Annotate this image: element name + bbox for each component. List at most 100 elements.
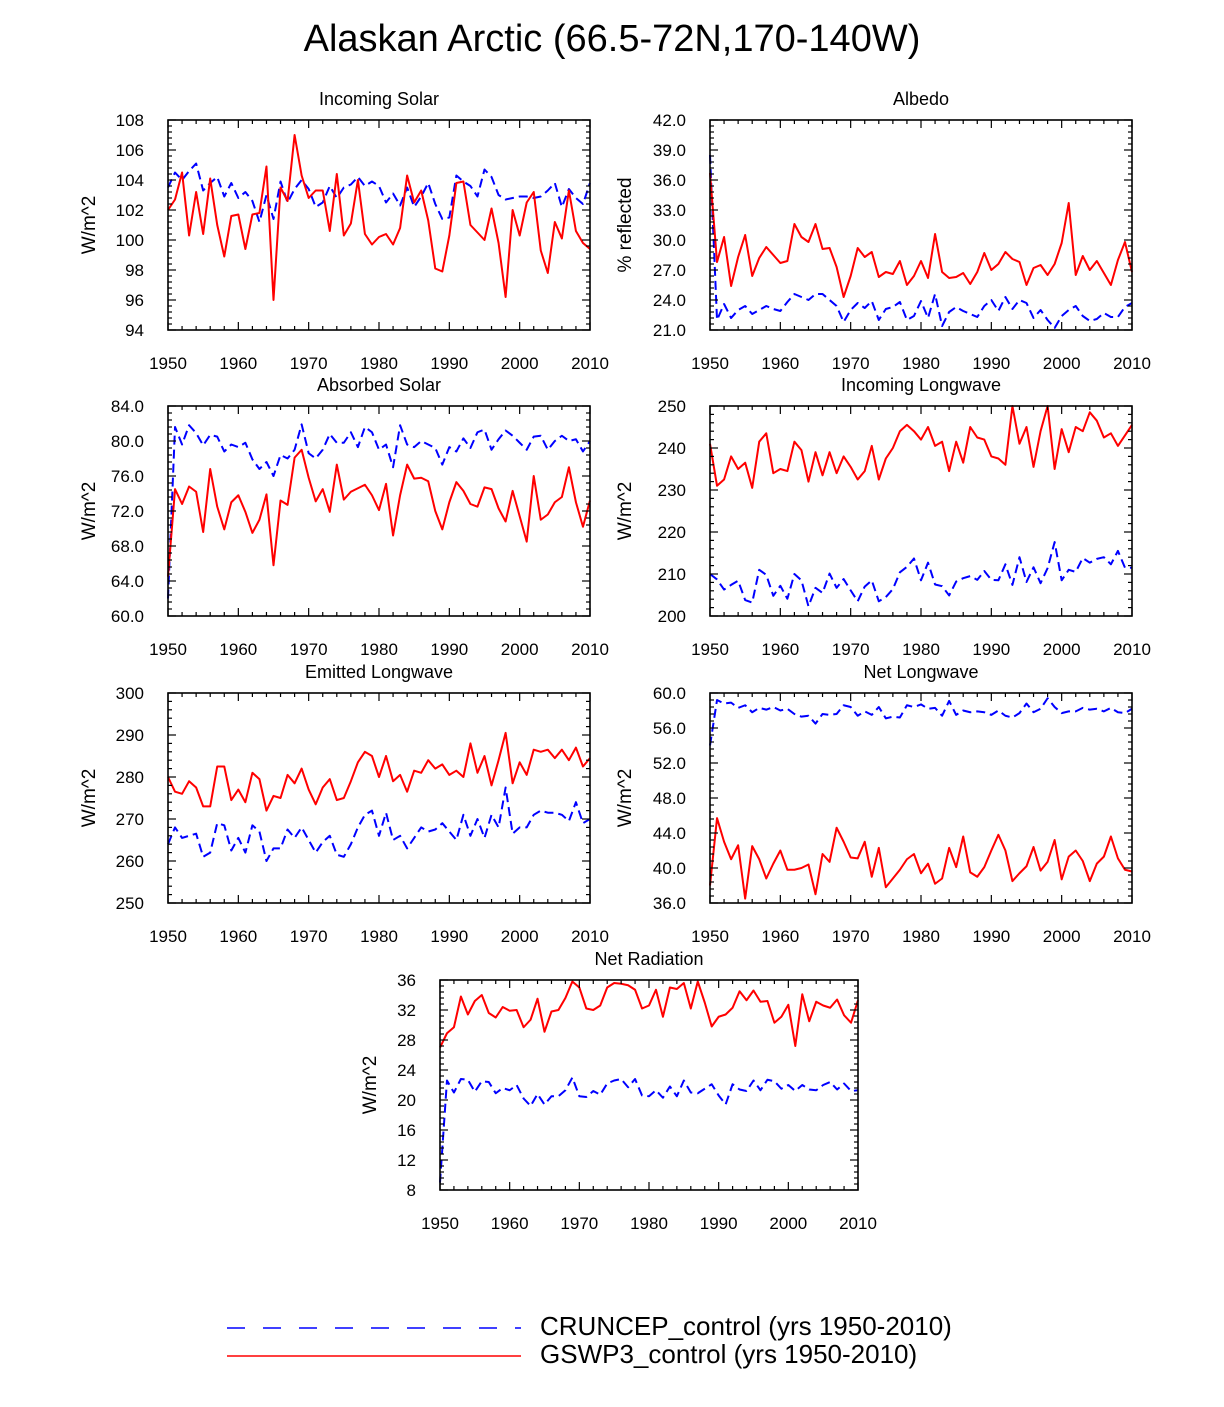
y-tick-label-albedo: 30.0: [653, 231, 686, 250]
x-tick-label-net-longwave: 1950: [691, 927, 729, 946]
x-tick-label-absorbed-solar: 1990: [430, 640, 468, 659]
panel-title-albedo: Albedo: [893, 89, 949, 109]
series-gswp3-control-absorbed-solar: [167, 448, 591, 577]
panel-title-emitted-longwave: Emitted Longwave: [305, 662, 453, 682]
x-tick-label-emitted-longwave: 1970: [290, 927, 328, 946]
y-tick-label-incoming-solar: 106: [116, 141, 144, 160]
x-tick-label-net-longwave: 2010: [1113, 927, 1151, 946]
x-tick-label-net-radiation: 1950: [421, 1214, 459, 1233]
y-tick-label-incoming-solar: 100: [116, 231, 144, 250]
legend-label-gswp3: GSWP3_control (yrs 1950-2010): [540, 1339, 918, 1369]
x-tick-label-albedo: 2000: [1043, 354, 1081, 373]
y-tick-label-net-longwave: 56.0: [653, 719, 686, 738]
panel-title-incoming-longwave: Incoming Longwave: [841, 375, 1001, 395]
y-tick-label-emitted-longwave: 280: [116, 768, 144, 787]
legend-swatch-cruncep: [227, 1327, 521, 1329]
y-tick-label-net-radiation: 16: [397, 1121, 416, 1140]
y-tick-label-net-radiation: 36: [397, 971, 416, 990]
y-tick-label-absorbed-solar: 64.0: [111, 572, 144, 591]
x-tick-label-albedo: 2010: [1113, 354, 1151, 373]
plot-frame-incoming-longwave: [709, 405, 1133, 617]
y-tick-label-incoming-longwave: 220: [658, 523, 686, 542]
y-tick-label-incoming-solar: 94: [125, 321, 144, 340]
series-cruncep-control-net-radiation: [439, 1076, 859, 1183]
x-tick-label-incoming-longwave: 1970: [832, 640, 870, 659]
x-tick-label-net-longwave: 1990: [972, 927, 1010, 946]
y-tick-label-albedo: 21.0: [653, 321, 686, 340]
x-tick-label-absorbed-solar: 1980: [360, 640, 398, 659]
x-tick-label-net-longwave: 1960: [761, 927, 799, 946]
plot-frame-albedo: [709, 119, 1133, 331]
x-tick-label-net-radiation: 1960: [491, 1214, 529, 1233]
y-tick-label-net-longwave: 60.0: [653, 684, 686, 703]
panel-absorbed-solar: 1950 1960 1970 1980 1990 2000 2010 60.0 64.0 68.0…: [79, 375, 609, 659]
panel-net-radiation: 1950 1960 1970 1980 1990 2000 2010 8 12 16 20 24 28 3…: [360, 949, 877, 1233]
y-axis-label-net-longwave: W/m^2: [615, 769, 636, 828]
panel-title-absorbed-solar: Absorbed Solar: [317, 375, 441, 395]
x-tick-label-absorbed-solar: 1970: [290, 640, 328, 659]
y-tick-label-incoming-longwave: 240: [658, 439, 686, 458]
y-tick-label-emitted-longwave: 300: [116, 684, 144, 703]
legend-label-cruncep: CRUNCEP_control (yrs 1950-2010): [540, 1311, 952, 1341]
x-tick-label-emitted-longwave: 1960: [219, 927, 257, 946]
series-cruncep-control-incoming-longwave: [709, 541, 1132, 608]
y-tick-label-absorbed-solar: 72.0: [111, 502, 144, 521]
y-tick-label-net-longwave: 44.0: [653, 824, 686, 843]
y-tick-label-incoming-solar: 96: [125, 291, 144, 310]
y-tick-label-net-radiation: 12: [397, 1151, 416, 1170]
series-cruncep-control-net-longwave: [709, 697, 1133, 746]
x-tick-label-incoming-solar: 2000: [501, 354, 539, 373]
panel-title-net-radiation: Net Radiation: [594, 949, 703, 969]
x-tick-label-incoming-longwave: 2000: [1043, 640, 1081, 659]
y-tick-label-absorbed-solar: 68.0: [111, 537, 144, 556]
legend-swatch-gswp3: [227, 1355, 521, 1357]
y-tick-label-incoming-solar: 104: [116, 171, 144, 190]
x-tick-label-incoming-solar: 1970: [290, 354, 328, 373]
y-tick-label-albedo: 33.0: [653, 201, 686, 220]
series-cruncep-control-absorbed-solar: [167, 423, 591, 599]
x-tick-label-incoming-longwave: 1980: [902, 640, 940, 659]
y-tick-label-incoming-longwave: 210: [658, 565, 686, 584]
series-gswp3-control-albedo: [709, 172, 1133, 298]
x-tick-label-net-longwave: 1980: [902, 927, 940, 946]
plot-frame-incoming-solar: [167, 119, 591, 331]
x-tick-label-emitted-longwave: 2010: [571, 927, 609, 946]
y-tick-label-incoming-longwave: 230: [658, 481, 686, 500]
y-tick-label-emitted-longwave: 260: [116, 852, 144, 871]
x-tick-label-albedo: 1990: [972, 354, 1010, 373]
y-tick-label-absorbed-solar: 76.0: [111, 467, 144, 486]
y-tick-label-emitted-longwave: 250: [116, 894, 144, 913]
x-tick-label-incoming-longwave: 1990: [972, 640, 1010, 659]
y-tick-label-net-longwave: 40.0: [653, 859, 686, 878]
x-tick-label-net-radiation: 2000: [769, 1214, 807, 1233]
series-gswp3-control-incoming-solar: [167, 134, 591, 301]
y-tick-label-albedo: 24.0: [653, 291, 686, 310]
y-tick-label-net-longwave: 48.0: [653, 789, 686, 808]
panel-incoming-solar: 1950 1960 1970 1980 1990 2000 2010 94 96 98 100 102…: [79, 89, 609, 373]
series-cruncep-control-albedo: [709, 154, 1133, 329]
panel-title-net-longwave: Net Longwave: [863, 662, 978, 682]
x-tick-label-incoming-longwave: 1950: [691, 640, 729, 659]
x-tick-label-net-radiation: 1990: [700, 1214, 738, 1233]
y-tick-label-emitted-longwave: 290: [116, 726, 144, 745]
y-tick-label-net-radiation: 24: [397, 1061, 416, 1080]
x-tick-label-emitted-longwave: 1990: [430, 927, 468, 946]
series-cruncep-control-emitted-longwave: [167, 786, 591, 862]
x-tick-label-incoming-solar: 1950: [149, 354, 187, 373]
x-tick-label-absorbed-solar: 2010: [571, 640, 609, 659]
page-title: Alaskan Arctic (66.5-72N,170-140W): [303, 18, 921, 60]
panel-net-longwave: 1950 1960 1970 1980 1990 2000 2010 36.0 40.0 44.0…: [615, 662, 1151, 946]
y-tick-label-incoming-longwave: 200: [658, 607, 686, 626]
y-tick-label-incoming-solar: 108: [116, 111, 144, 130]
x-tick-label-incoming-solar: 1990: [430, 354, 468, 373]
x-tick-label-incoming-solar: 2010: [571, 354, 609, 373]
series-gswp3-control-net-longwave: [709, 817, 1133, 900]
x-tick-label-net-longwave: 2000: [1043, 927, 1081, 946]
series-gswp3-control-net-radiation: [439, 980, 859, 1048]
y-tick-label-albedo: 27.0: [653, 261, 686, 280]
x-tick-label-emitted-longwave: 2000: [501, 927, 539, 946]
panel-incoming-longwave: 1950 1960 1970 1980 1990 2000 2010 200 210 220 230…: [615, 375, 1151, 659]
x-tick-label-absorbed-solar: 2000: [501, 640, 539, 659]
y-tick-label-absorbed-solar: 60.0: [111, 607, 144, 626]
y-tick-label-net-radiation: 20: [397, 1091, 416, 1110]
